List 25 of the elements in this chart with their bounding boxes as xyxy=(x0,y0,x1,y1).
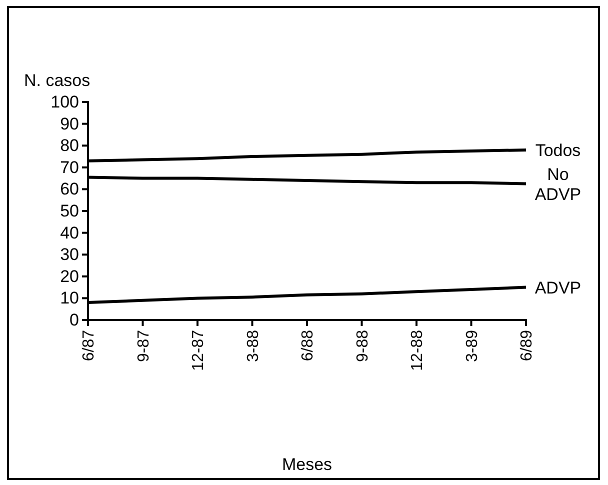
x-tick-label: 6/89 xyxy=(518,330,536,362)
y-tick-label: 30 xyxy=(60,245,79,264)
y-tick-label: 40 xyxy=(60,223,79,242)
x-tick-label: 3-89 xyxy=(464,330,481,362)
y-tick-label: 60 xyxy=(60,180,79,199)
y-axis-title: N. casos xyxy=(24,71,90,90)
y-tick-label: 100 xyxy=(50,92,79,112)
y-tick-label: 80 xyxy=(60,136,79,156)
y-tick-label: 70 xyxy=(60,158,79,177)
y-tick-label: 10 xyxy=(60,288,79,308)
y-tick-label: 90 xyxy=(60,114,79,134)
x-tick-label: 6/88 xyxy=(300,330,317,362)
series-label: No ADVP xyxy=(534,164,582,204)
x-tick-label: 12-88 xyxy=(409,330,426,371)
series-label: ADVP xyxy=(534,278,582,298)
y-tick-label: 20 xyxy=(60,266,79,286)
series-label: Todos xyxy=(535,140,581,160)
y-tick-label: 0 xyxy=(70,310,79,330)
x-tick-label: 9-88 xyxy=(354,330,372,362)
x-tick-label: 6/87 xyxy=(80,330,98,362)
y-tick-label: 50 xyxy=(60,201,79,220)
x-tick-label: 3-88 xyxy=(244,330,262,362)
x-axis-title: Meses xyxy=(282,455,332,474)
x-tick-label: 12-87 xyxy=(190,330,208,371)
x-tick-label: 9-87 xyxy=(135,330,152,362)
